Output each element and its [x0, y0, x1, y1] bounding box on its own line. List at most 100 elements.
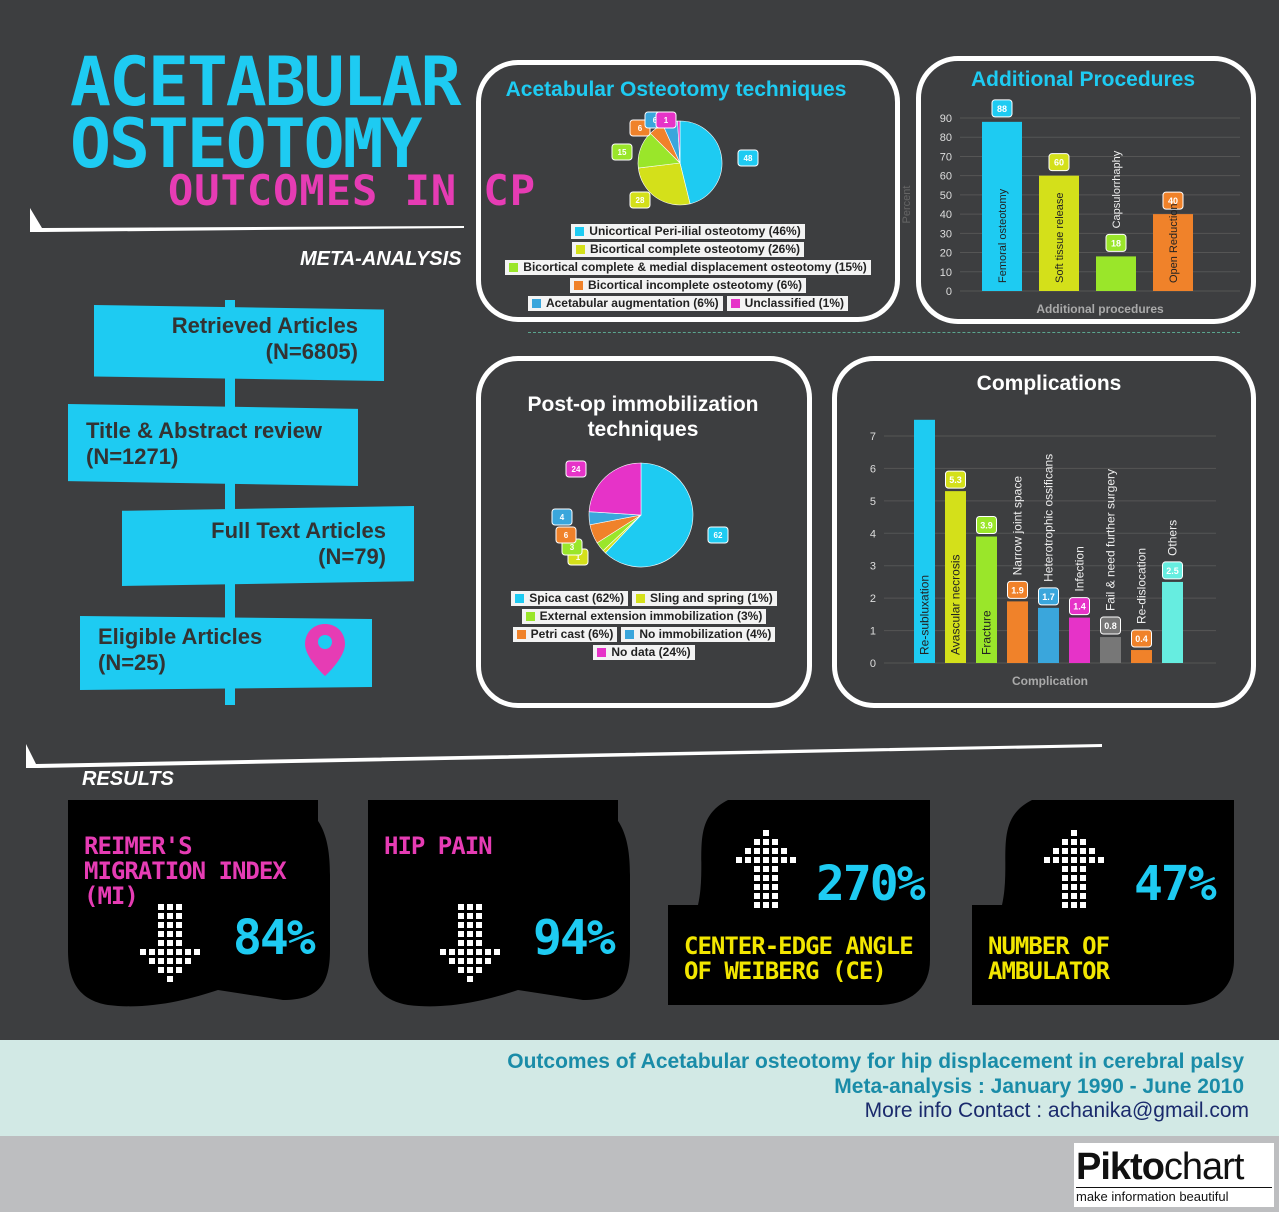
flow-step-label: Title & Abstract review	[86, 418, 322, 443]
flow-step-count: (N=6805)	[265, 339, 358, 364]
osteotomy-legend: Unicortical Peri-ilial osteotomy (46%) Bi…	[490, 222, 886, 312]
results-divider	[26, 744, 1102, 768]
category-label: Soft tissue release	[1054, 193, 1066, 284]
chart-title: Complications	[976, 372, 1122, 395]
value-label-box	[1100, 616, 1121, 635]
legend-text: Sling and spring (1%)	[650, 591, 773, 605]
y-tick-label: 70	[940, 151, 952, 163]
osteotomy-techniques-panel	[476, 60, 900, 322]
card-shape	[68, 800, 330, 1007]
immobilization-legend: Spica cast (62%) Sling and spring (1%) Ext…	[484, 589, 804, 661]
slice-label: 24	[572, 465, 581, 474]
value-label-box	[1131, 629, 1152, 648]
value-label-box	[1162, 191, 1184, 210]
category-label: Femoral osteotomy	[997, 188, 1009, 283]
brand-tagline: make information beautiful	[1076, 1187, 1272, 1204]
result-card: REIMER'S MIGRATION INDEX (MI) 84%	[68, 800, 330, 1010]
value-label: 1.9	[1011, 585, 1024, 595]
piktochart-logo[interactable]: Piktochart make information beautiful	[1074, 1143, 1274, 1207]
additional-procedures-panel	[916, 56, 1256, 324]
y-tick-label: 60	[940, 171, 952, 183]
bar	[1153, 214, 1193, 291]
flow-step-label: Eligible Articles	[98, 624, 263, 649]
value-label-box	[1007, 580, 1028, 599]
slice-label: 6	[564, 531, 569, 540]
value-label-box	[991, 99, 1013, 118]
results-label: RESULTS	[82, 768, 174, 790]
bar	[1069, 617, 1090, 663]
legend-item: No data (24%)	[593, 645, 695, 660]
legend-swatch	[597, 648, 607, 658]
value-label-box	[945, 470, 966, 489]
slice-label-box	[555, 526, 577, 544]
legend-text: No data (24%)	[611, 645, 691, 659]
result-value: 47%	[1134, 856, 1217, 912]
footer: Outcomes of Acetabular osteotomy for hip…	[0, 1040, 1279, 1136]
legend-text: No immobilization (4%)	[639, 627, 772, 641]
bar	[1038, 607, 1059, 663]
y-axis-label: Percent	[901, 186, 913, 224]
title-line-1: ACETABULAR	[70, 43, 461, 122]
result-card: 47% NUMBER OF AMBULATOR	[972, 800, 1234, 1010]
result-label: CENTER-EDGE ANGLE OF WEIBERG (CE)	[684, 932, 914, 985]
down-arrow-icon	[440, 904, 500, 982]
category-label: Heterotrophic ossificans	[1042, 454, 1056, 582]
value-label: 0.8	[1104, 621, 1117, 631]
pie-slice	[588, 462, 642, 516]
category-label: Fracture	[980, 610, 994, 655]
legend-row: Unicortical Peri-ilial osteotomy (46%)	[490, 222, 886, 240]
legend-text: Bicortical incomplete osteotomy (6%)	[587, 278, 803, 292]
legend-row: External extension immobilization (3%)	[484, 607, 804, 625]
slice-label-box	[611, 143, 633, 161]
bar	[1096, 256, 1136, 291]
legend-item: Spica cast (62%)	[511, 591, 629, 606]
legend-text: External extension immobilization (3%)	[539, 609, 763, 623]
value-label-box	[1038, 587, 1059, 606]
footer-line-1: Outcomes of Acetabular osteotomy for hip…	[507, 1050, 1244, 1073]
header-divider	[30, 208, 464, 232]
slice-label: 15	[618, 148, 627, 157]
result-card: HIP PAIN 94%	[368, 800, 630, 1010]
pie-slice	[604, 462, 694, 568]
y-tick-label: 0	[870, 658, 876, 670]
value-label-box	[1162, 561, 1183, 580]
up-arrow-icon	[1044, 830, 1104, 908]
slice-label-box	[737, 149, 759, 167]
y-tick-label: 3	[870, 561, 876, 573]
value-label: 60	[1054, 158, 1064, 168]
footer-line-2: Meta-analysis : January 1990 - June 2010	[834, 1075, 1244, 1098]
legend-item: Bicortical complete & medial displacemen…	[505, 260, 871, 275]
category-label: Avascular necrosis	[949, 555, 963, 656]
footer-text: Outcomes of Acetabular osteotomy for hip…	[507, 1049, 1244, 1099]
legend-item: Unicortical Peri-ilial osteotomy (46%)	[571, 224, 805, 239]
flow-step-label: Full Text Articles	[211, 518, 386, 543]
slice-label: 48	[744, 154, 753, 163]
flow-step-retrieved: Retrieved Articles (N=6805)	[94, 305, 384, 381]
value-label: 40	[1168, 196, 1178, 206]
legend-row: Spica cast (62%) Sling and spring (1%)	[484, 589, 804, 607]
bar	[976, 536, 997, 663]
slice-label: 4	[560, 513, 565, 522]
complications-panel	[832, 356, 1256, 708]
section-separator	[528, 332, 1240, 333]
contact-line[interactable]: More info Contact : achanika@gmail.com	[864, 1099, 1249, 1122]
flow-pole	[225, 300, 235, 705]
legend-item: No immobilization (4%)	[621, 627, 776, 642]
flow-step-count: (N=25)	[98, 650, 166, 675]
legend-row: Petri cast (6%) No immobilization (4%)	[484, 625, 804, 643]
y-tick-label: 10	[940, 267, 952, 279]
result-value: 94%	[533, 910, 616, 966]
pie-slice	[679, 120, 723, 205]
legend-item: Bicortical incomplete osteotomy (6%)	[569, 278, 807, 293]
legend-text: Bicortical complete & medial displacemen…	[523, 260, 867, 274]
y-tick-label: 30	[940, 228, 952, 240]
legend-row: Bicortical complete & medial displacemen…	[490, 258, 886, 276]
y-tick-label: 6	[870, 463, 876, 475]
result-label: NUMBER OF AMBULATOR	[988, 932, 1110, 985]
y-tick-label: 1	[870, 626, 876, 638]
category-label: Fail & need further surgery	[1104, 469, 1118, 611]
slice-label: 1	[664, 116, 669, 125]
card-shape	[972, 800, 1234, 1005]
meta-analysis-label: META-ANALYSIS	[300, 248, 462, 270]
bar	[1131, 650, 1152, 663]
